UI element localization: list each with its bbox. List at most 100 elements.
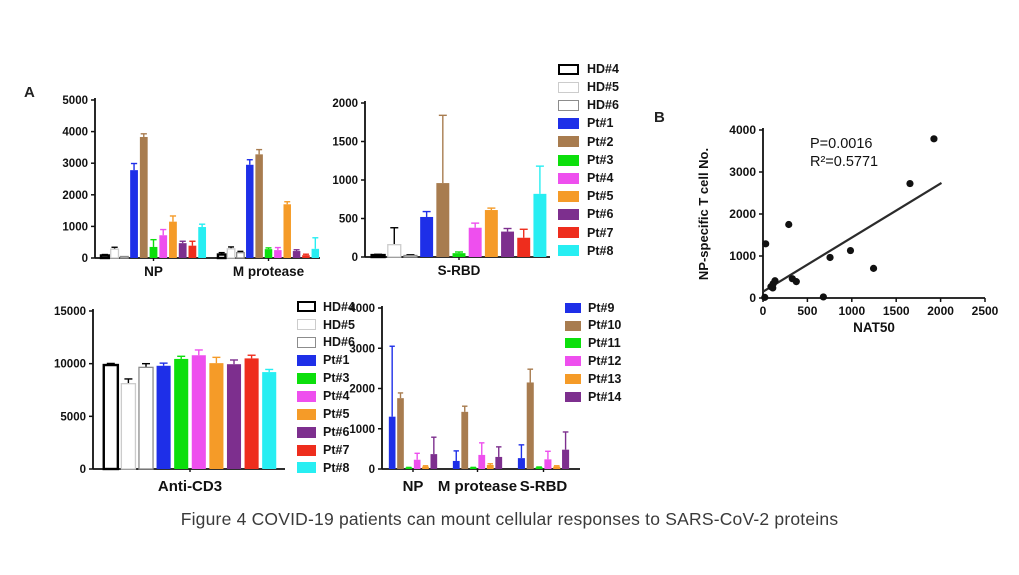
- chart-nat50-scatter-plot: 0 1000 2000 3000 4000 0 500 1000 1500 2000 2500 P=0…: [696, 123, 999, 335]
- legend-item-label: Pt#9: [588, 300, 615, 315]
- trend-line: [762, 181, 943, 293]
- legend-item-label: Pt#3: [587, 152, 614, 167]
- chart-pt9-14: 0 1000 2000 3000 4000 NP M protease S-RBD: [336, 294, 598, 510]
- bar-Pt#7: [244, 358, 259, 469]
- bar-Pt#2: [139, 136, 148, 258]
- y-tick-label: 0: [749, 291, 756, 305]
- legend-swatch-icon: [558, 245, 579, 257]
- legend-swatch-icon: [297, 373, 316, 384]
- y-tick-label: 1500: [332, 137, 358, 149]
- scatter-point: [869, 264, 878, 272]
- bar-Pt#5: [169, 221, 177, 258]
- y-tick-label: 10000: [54, 359, 86, 371]
- y-tick-label: 0: [352, 252, 358, 264]
- scatter-point: [761, 293, 769, 301]
- y-tick-label: 0: [82, 253, 88, 265]
- y-tick-label: 2000: [332, 98, 358, 110]
- legend-item-pt5: Pt#5: [297, 405, 355, 423]
- legend-item-label: Pt#4: [587, 170, 614, 185]
- panel-a-label: A: [24, 84, 35, 101]
- legend-item-pt3: Pt#3: [297, 370, 355, 388]
- bar-Pt#8: [262, 372, 277, 469]
- y-tick-label: 2000: [349, 384, 375, 396]
- chart-np-mprotease-plot: 0 1000 2000 3000 4000 5000 NP M protease: [62, 95, 320, 279]
- y-tick-label: 1000: [729, 249, 756, 263]
- bar-HD#6: [119, 255, 129, 259]
- bar-Pt#6: [292, 251, 301, 258]
- legend-item-hd6: HD#6: [297, 334, 355, 352]
- bar-Pt#14: [562, 449, 570, 469]
- legend-item-pt7: Pt#7: [297, 441, 355, 459]
- legend-item-label: HD#6: [323, 335, 355, 350]
- y-tick-label: 5000: [60, 411, 86, 423]
- y-tick-label: 3000: [349, 343, 375, 355]
- y-tick-label: 15000: [54, 306, 86, 318]
- category-label: S-RBD: [438, 263, 481, 278]
- bar-Pt#10: [397, 398, 404, 469]
- category-label: M protease: [438, 478, 517, 495]
- y-tick-label: 1000: [332, 175, 358, 187]
- scatter-point: [819, 293, 827, 301]
- legend-item-pt13: Pt#13: [565, 370, 621, 388]
- legend-item-hd4: HD#4: [297, 298, 355, 316]
- legend-item-label: Pt#6: [323, 424, 350, 439]
- bar-HD#5: [387, 244, 402, 258]
- scatter-point: [792, 278, 800, 286]
- legend-item-pt4: Pt#4: [558, 169, 619, 187]
- legend-swatch-icon: [565, 320, 581, 331]
- bar-Pt#11: [535, 467, 543, 469]
- legend-swatch-icon: [565, 391, 581, 402]
- bar-Pt#4: [468, 227, 482, 257]
- legend-item-pt14: Pt#14: [565, 388, 621, 406]
- bar-HD#5: [226, 248, 236, 259]
- legend-item-hd6: HD#6: [558, 96, 619, 114]
- legend-hd4-pt8-no2: HD#4 HD#5 HD#6 Pt#1 Pt#3 Pt#4 Pt#5 Pt#6 Pt#7 Pt#8: [297, 298, 355, 477]
- legend-swatch-icon: [558, 136, 579, 148]
- legend-swatch-icon: [565, 374, 581, 385]
- legend-item-label: Pt#4: [323, 389, 350, 404]
- bar-Pt#4: [159, 235, 168, 258]
- figure-caption: Figure 4 COVID-19 patients can mount cel…: [180, 509, 839, 529]
- legend-item-pt2: Pt#2: [558, 133, 619, 151]
- bar-Pt#8: [533, 193, 547, 257]
- bar-Pt#12: [544, 459, 552, 469]
- legend-item-label: Pt#2: [587, 134, 614, 149]
- scatter-point: [826, 253, 834, 262]
- y-tick-label: 3000: [729, 165, 756, 179]
- legend-item-pt1: Pt#1: [558, 115, 619, 133]
- legend-item-label: Pt#6: [587, 207, 614, 222]
- panel-b-label: B: [654, 109, 665, 126]
- bar-Pt#12: [478, 454, 486, 469]
- legend-item-pt9: Pt#9: [565, 299, 621, 317]
- chart-anti-cd3-plot: 0 5000 10000 15000 Anti-CD3: [54, 306, 285, 495]
- legend-swatch-icon: [297, 337, 316, 349]
- bar-Pt#10: [526, 382, 534, 469]
- bar-Pt#4: [191, 355, 206, 469]
- legend-swatch-icon: [297, 355, 316, 367]
- scatter-point: [930, 135, 938, 143]
- bar-Pt#6: [226, 364, 242, 469]
- legend-item-pt5: Pt#5: [558, 187, 619, 205]
- bar-Pt#14: [495, 456, 503, 469]
- chart-nat50-scatter: 0 1000 2000 3000 4000 0 500 1000 1500 2000 2500 P=0…: [688, 113, 1016, 348]
- legend-item-label: Pt#8: [587, 243, 614, 258]
- legend-swatch-icon: [558, 209, 579, 221]
- y-tick-label: 5000: [62, 95, 88, 107]
- scatter-point: [762, 240, 770, 248]
- x-tick-label: 2000: [927, 304, 954, 318]
- y-tick-label: 2000: [62, 190, 88, 202]
- y-tick-label: 1000: [62, 221, 88, 233]
- legend-hd4-pt8: HD#4 HD#5 HD#6 Pt#1 Pt#2 Pt#3 Pt#4 Pt#5 Pt#6 Pt#7…: [558, 60, 619, 260]
- bar-HD#4: [99, 254, 110, 260]
- scatter-point: [785, 220, 793, 229]
- legend-item-label: Pt#11: [588, 336, 621, 351]
- x-tick-label: 500: [797, 304, 817, 318]
- legend-item-label: Pt#8: [323, 460, 350, 475]
- scatter-point: [771, 277, 779, 285]
- legend-swatch-icon: [565, 302, 581, 313]
- legend-item-pt6: Pt#6: [558, 206, 619, 224]
- y-axis-title: NP-specific T cell No.: [696, 148, 711, 280]
- bar-Pt#12: [413, 459, 421, 469]
- bar-Pt#6: [178, 243, 187, 258]
